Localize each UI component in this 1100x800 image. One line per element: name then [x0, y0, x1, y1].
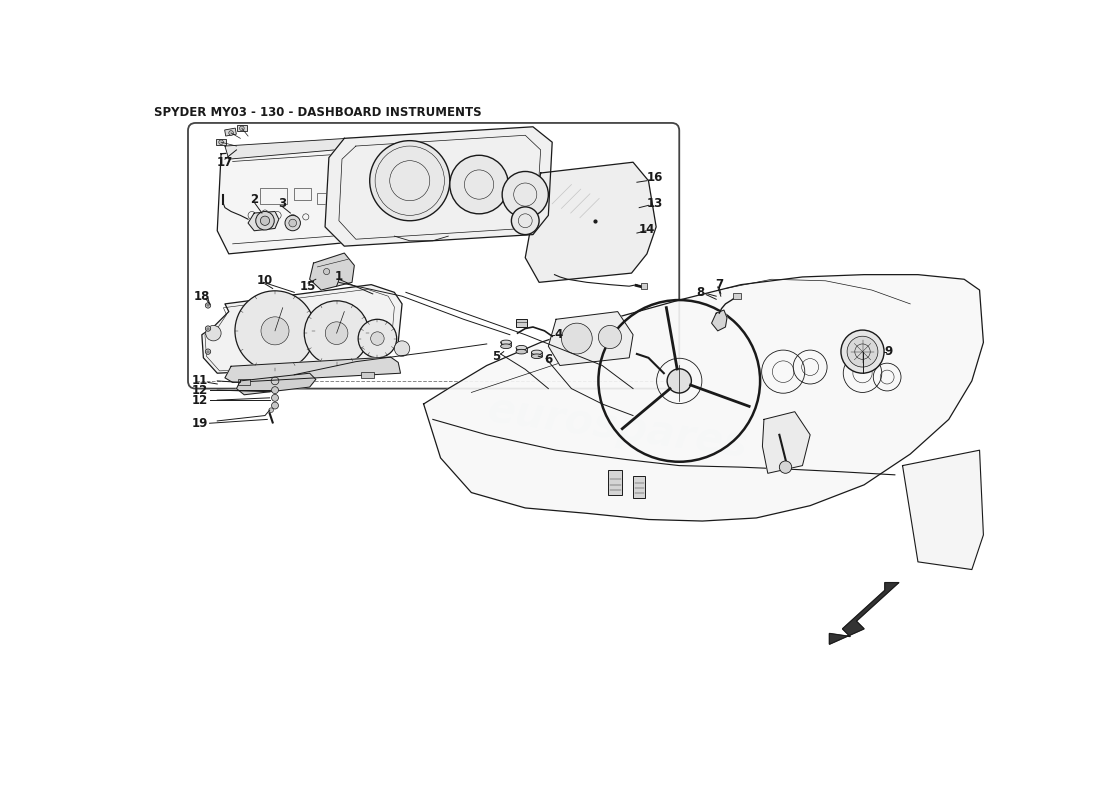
Text: 17: 17 [217, 156, 233, 169]
Polygon shape [902, 450, 983, 570]
Bar [608, 470, 623, 495]
Text: 10: 10 [257, 274, 273, 287]
Circle shape [255, 211, 274, 230]
Bar [216, 139, 227, 146]
Circle shape [450, 155, 508, 214]
Bar [260, 189, 286, 204]
Circle shape [206, 326, 221, 341]
Ellipse shape [531, 354, 542, 358]
Text: 6: 6 [544, 353, 552, 366]
Polygon shape [712, 310, 727, 331]
FancyBboxPatch shape [188, 123, 680, 389]
Circle shape [502, 171, 548, 218]
Text: 9: 9 [884, 345, 893, 358]
Circle shape [268, 408, 274, 413]
Bar [640, 283, 647, 290]
Circle shape [240, 126, 244, 130]
Bar [318, 193, 331, 204]
Circle shape [847, 336, 878, 367]
Bar [375, 197, 389, 208]
Text: 16: 16 [647, 171, 663, 184]
Circle shape [272, 394, 278, 402]
Text: 12: 12 [192, 384, 208, 397]
Bar [224, 128, 236, 136]
Ellipse shape [531, 350, 542, 354]
Circle shape [261, 317, 289, 345]
Text: 14: 14 [639, 222, 656, 236]
Circle shape [667, 369, 692, 393]
Circle shape [371, 332, 384, 346]
Polygon shape [526, 162, 656, 282]
Polygon shape [224, 133, 440, 159]
Polygon shape [249, 211, 279, 230]
Circle shape [272, 386, 278, 394]
Polygon shape [326, 126, 552, 246]
Ellipse shape [500, 344, 512, 349]
Circle shape [326, 322, 348, 345]
Bar [361, 372, 374, 378]
Bar [236, 126, 248, 131]
Circle shape [289, 219, 297, 227]
Text: 19: 19 [192, 417, 209, 430]
Circle shape [206, 349, 211, 354]
Bar [516, 319, 527, 327]
Text: 15: 15 [300, 280, 317, 293]
Polygon shape [236, 373, 316, 394]
Polygon shape [218, 138, 444, 254]
Circle shape [261, 216, 270, 226]
Text: 1: 1 [334, 270, 343, 283]
Ellipse shape [516, 346, 527, 350]
Bar [295, 188, 311, 200]
Text: 7: 7 [715, 278, 724, 291]
Circle shape [206, 302, 211, 308]
Bar [634, 476, 646, 498]
Circle shape [598, 326, 622, 349]
Circle shape [235, 291, 315, 371]
Text: 13: 13 [647, 198, 662, 210]
Circle shape [779, 461, 792, 474]
Text: 11: 11 [192, 374, 208, 387]
Circle shape [229, 130, 233, 135]
Bar [418, 201, 432, 211]
Text: 18: 18 [194, 290, 210, 302]
Circle shape [561, 323, 592, 354]
Bar [238, 378, 251, 385]
Text: eurospares: eurospares [245, 226, 513, 305]
Text: 3: 3 [278, 198, 287, 210]
Circle shape [219, 140, 223, 145]
Ellipse shape [516, 350, 527, 354]
Circle shape [272, 402, 278, 409]
Text: 4: 4 [554, 328, 562, 341]
Polygon shape [224, 357, 400, 382]
Text: 12: 12 [192, 394, 208, 406]
Polygon shape [548, 311, 634, 366]
Text: eurospares: eurospares [484, 388, 751, 466]
Text: 2: 2 [250, 193, 258, 206]
Polygon shape [424, 274, 983, 521]
Text: SPYDER MY03 - 130 - DASHBOARD INSTRUMENTS: SPYDER MY03 - 130 - DASHBOARD INSTRUMENT… [154, 106, 482, 119]
Circle shape [842, 330, 884, 373]
Circle shape [305, 301, 369, 366]
Polygon shape [762, 412, 810, 474]
Bar [344, 191, 366, 206]
Bar [733, 293, 741, 299]
Circle shape [395, 341, 409, 356]
Circle shape [206, 326, 211, 331]
Circle shape [370, 141, 450, 221]
Circle shape [512, 207, 539, 234]
Polygon shape [829, 582, 899, 644]
Polygon shape [310, 253, 354, 290]
Text: 5: 5 [492, 350, 500, 362]
Circle shape [359, 319, 397, 358]
Circle shape [323, 269, 330, 274]
Circle shape [285, 215, 300, 230]
Ellipse shape [500, 340, 512, 345]
Text: 8: 8 [696, 286, 704, 299]
Bar [395, 195, 411, 208]
Polygon shape [202, 285, 403, 373]
